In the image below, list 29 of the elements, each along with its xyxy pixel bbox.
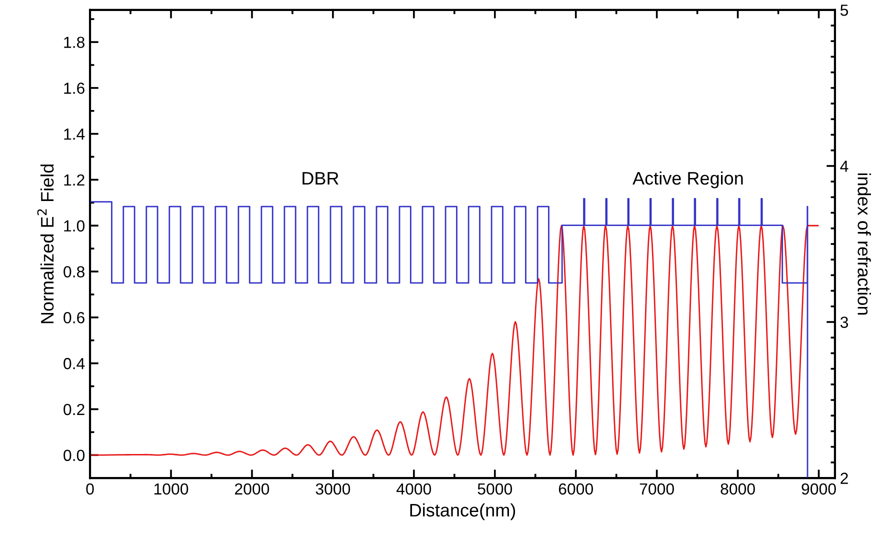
x-tick-label: 8000 (720, 483, 755, 495)
y2-tick-label: 4 (840, 160, 848, 172)
y2-tick-label: 3 (840, 316, 848, 328)
y-tick-label: 1.8 (64, 36, 84, 48)
y-tick-label: 0.4 (64, 358, 85, 370)
y-tick-label: 0.0 (64, 450, 85, 462)
y-tick-label: 1.6 (64, 82, 84, 94)
y-tick-label: 0.8 (64, 266, 84, 278)
x-tick-label: 2000 (235, 483, 270, 495)
annotation: Active Region (632, 171, 743, 188)
x-tick-label: 6000 (558, 483, 593, 495)
y2-axis-title: index of refraction (858, 173, 871, 315)
y-tick-label: 0.2 (64, 404, 84, 416)
x-tick-label: 9000 (802, 483, 836, 495)
x-axis-title: Distance(nm) (410, 503, 516, 520)
y-axis-title: Normalized E$^{2}$ Field (37, 164, 54, 324)
x-tick-label: 7000 (640, 483, 674, 495)
y-tick-label: 1.0 (64, 220, 85, 232)
x-tick-label: 4000 (396, 483, 432, 495)
y2-tick-label: 5 (840, 4, 848, 16)
x-tick-label: 0 (86, 483, 94, 495)
x-tick-label: 5000 (478, 483, 512, 495)
x-tick-label: 3000 (316, 483, 350, 495)
annotation: DBR (302, 172, 338, 185)
y-tick-label: 0.6 (64, 312, 84, 324)
x-tick-label: 1000 (154, 483, 188, 495)
y2-tick-label: 2 (840, 472, 848, 484)
y-tick-label: 1.4 (64, 128, 85, 140)
y-tick-label: 1.2 (64, 174, 84, 186)
